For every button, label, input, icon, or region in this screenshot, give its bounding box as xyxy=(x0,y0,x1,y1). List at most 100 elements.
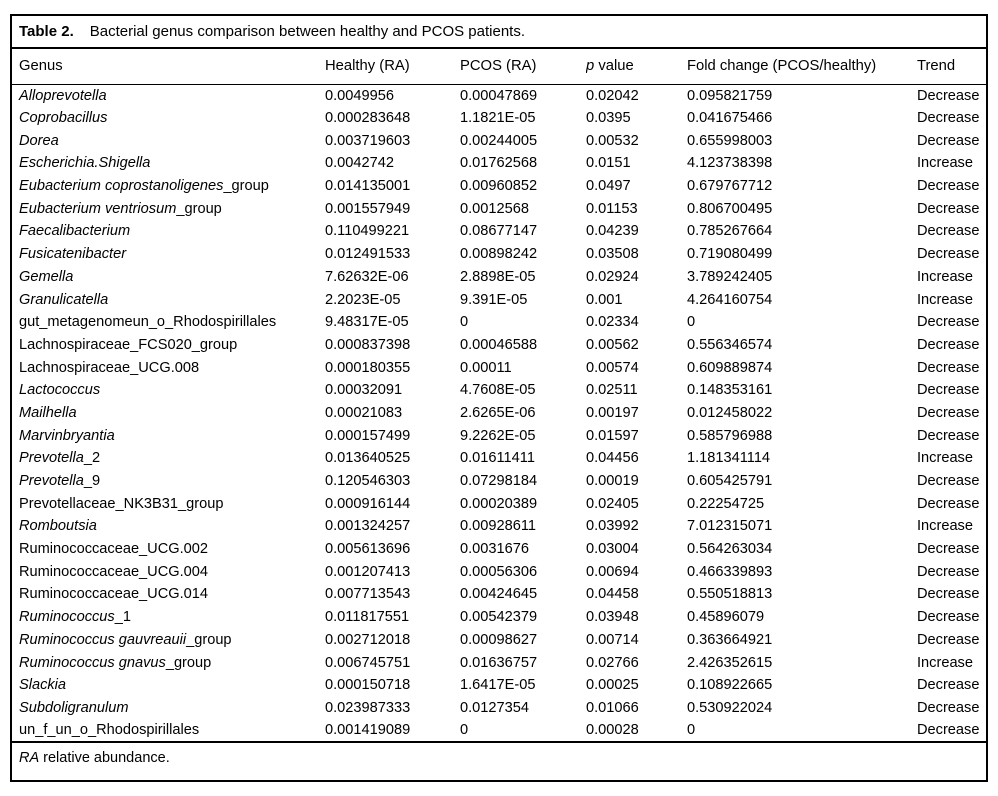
genus-name-roman: _group xyxy=(165,654,212,671)
healthy-ra-cell: 0.001557949 xyxy=(325,200,411,217)
p-value-cell: 0.0151 xyxy=(586,155,631,172)
p-value-cell: 0.02405 xyxy=(586,495,639,512)
table-row: Eubacterium coprostanoligenes_group 0.01… xyxy=(12,175,986,198)
healthy-ra-cell: 7.62632E-06 xyxy=(325,268,409,285)
p-value-cell: 0.0497 xyxy=(586,178,631,195)
trend-cell: Decrease xyxy=(917,609,980,626)
table-title: Table 2. Bacterial genus comparison betw… xyxy=(12,16,986,49)
genus-name-roman: Lachnospiraceae_UCG.008 xyxy=(19,359,200,376)
table-row: un_f_un_o_Rhodospirillales 0.001419089 0… xyxy=(12,719,986,742)
fold-change-cell: 0.564263034 xyxy=(687,541,773,558)
genus-cell: un_f_un_o_Rhodospirillales xyxy=(12,719,325,742)
genus-cell: Prevotellaceae_NK3B31_group xyxy=(12,492,325,515)
pcos-ra-cell: 0.01762568 xyxy=(460,155,538,172)
table-row: Prevotellaceae_NK3B31_group 0.000916144 … xyxy=(12,492,986,515)
genus-name-italic: Ruminococcus xyxy=(19,609,115,626)
table-label: Table 2. xyxy=(19,23,74,40)
table-row: gut_metagenomeun_o_Rhodospirillales 9.48… xyxy=(12,311,986,334)
healthy-ra-cell: 0.0042742 xyxy=(325,155,394,172)
healthy-ra-cell: 0.023987333 xyxy=(325,699,411,716)
table-caption: Bacterial genus comparison between healt… xyxy=(89,23,526,40)
p-value-cell: 0.04239 xyxy=(586,223,639,240)
genus-name-italic: Eubacterium ventriosum xyxy=(19,200,177,217)
table-row: Ruminococcus_1 0.011817551 0.00542379 0.… xyxy=(12,606,986,629)
footnote-text: relative abundance. xyxy=(43,749,170,766)
genus-name-italic: Slackia xyxy=(19,677,67,694)
pcos-ra-cell: 0.00928611 xyxy=(460,518,537,535)
pcos-ra-cell: 0.00898242 xyxy=(460,246,538,263)
genus-name-italic: Faecalibacterium xyxy=(19,223,131,240)
fold-change-cell: 0.22254725 xyxy=(687,495,765,512)
fold-change-cell: 0.556346574 xyxy=(687,336,773,353)
healthy-ra-cell: 0.000157499 xyxy=(325,427,411,444)
pcos-ra-cell: 0.01611411 xyxy=(460,450,535,467)
table-row: Gemella 7.62632E-06 2.8898E-05 0.02924 3… xyxy=(12,266,986,289)
header-row: Genus Healthy (RA) PCOS (RA) p value Fol… xyxy=(12,49,986,85)
trend-cell: Decrease xyxy=(917,473,980,490)
genus-cell: Ruminococcaceae_UCG.004 xyxy=(12,560,325,583)
healthy-ra-cell: 0.001419089 xyxy=(325,722,411,739)
p-value-cell: 0.03004 xyxy=(586,541,639,558)
p-value-cell: 0.03508 xyxy=(586,246,639,263)
genus-cell: Gemella xyxy=(12,266,325,289)
p-value-cell: 0.00714 xyxy=(586,631,639,648)
trend-cell: Decrease xyxy=(917,110,980,127)
fold-change-cell: 0.585796988 xyxy=(687,427,773,444)
genus-cell: Marvinbryantia xyxy=(12,424,325,447)
pcos-ra-cell: 0.00542379 xyxy=(460,609,538,626)
genus-cell: Prevotella_9 xyxy=(12,470,325,493)
table-row: Ruminococcaceae_UCG.014 0.007713543 0.00… xyxy=(12,583,986,606)
p-value-cell: 0.02042 xyxy=(586,87,639,104)
fold-change-cell: 0 xyxy=(687,314,696,331)
healthy-ra-cell: 0.000150718 xyxy=(325,677,411,694)
fold-change-cell: 0.45896079 xyxy=(687,609,765,626)
trend-cell: Decrease xyxy=(917,427,980,444)
pcos-ra-cell: 0.00244005 xyxy=(460,132,538,149)
trend-cell: Decrease xyxy=(917,495,980,512)
trend-cell: Decrease xyxy=(917,178,980,195)
p-value-cell: 0.00574 xyxy=(586,359,639,376)
fold-change-cell: 0.609889874 xyxy=(687,359,773,376)
pcos-ra-cell: 0.0127354 xyxy=(460,699,529,716)
genus-cell: Ruminococcus gauvreauii_group xyxy=(12,629,325,652)
p-value-cell: 0.03948 xyxy=(586,609,639,626)
genus-cell: Dorea xyxy=(12,129,325,152)
table-row: Ruminococcus gauvreauii_group 0.00271201… xyxy=(12,629,986,652)
table-row: Eubacterium ventriosum_group 0.001557949… xyxy=(12,197,986,220)
genus-name-roman: Ruminococcaceae_UCG.014 xyxy=(19,586,209,603)
trend-cell: Decrease xyxy=(917,359,980,376)
fold-change-cell: 3.789242405 xyxy=(687,268,773,285)
genus-cell: Eubacterium ventriosum_group xyxy=(12,197,325,220)
trend-cell: Increase xyxy=(917,268,973,285)
genus-cell: Lactococcus xyxy=(12,379,325,402)
healthy-ra-cell: 0.014135001 xyxy=(325,178,411,195)
genus-name-roman: _group xyxy=(186,631,232,648)
healthy-ra-cell: 0.006745751 xyxy=(325,654,411,671)
p-value-cell: 0.001 xyxy=(586,291,623,308)
trend-cell: Decrease xyxy=(917,314,980,331)
genus-name-italic: Mailhella xyxy=(19,404,77,421)
footnote-abbreviation: RA xyxy=(19,749,40,766)
healthy-ra-cell: 0.011817551 xyxy=(325,609,410,626)
genus-cell: Ruminococcaceae_UCG.002 xyxy=(12,538,325,561)
pcos-ra-cell: 1.6417E-05 xyxy=(460,677,536,694)
column-header-healthy-ra: Healthy (RA) xyxy=(325,49,460,85)
pcos-ra-cell: 0.00056306 xyxy=(460,563,538,580)
p-value-cell: 0.01597 xyxy=(586,427,639,444)
trend-cell: Decrease xyxy=(917,382,980,399)
pcos-ra-cell: 0.00046588 xyxy=(460,336,538,353)
table-row: Coprobacillus 0.000283648 1.1821E-05 0.0… xyxy=(12,107,986,130)
table-row: Lachnospiraceae_FCS020_group 0.000837398… xyxy=(12,334,986,357)
genus-name-italic: Subdoligranulum xyxy=(19,699,129,716)
genus-cell: Lachnospiraceae_UCG.008 xyxy=(12,356,325,379)
genus-cell: Ruminococcus_1 xyxy=(12,606,325,629)
table-row: Lachnospiraceae_UCG.008 0.000180355 0.00… xyxy=(12,356,986,379)
table-header: Genus Healthy (RA) PCOS (RA) p value Fol… xyxy=(12,49,986,85)
p-value-cell: 0.03992 xyxy=(586,518,639,535)
fold-change-cell: 0.041675466 xyxy=(687,110,773,127)
table-row: Prevotella_9 0.120546303 0.07298184 0.00… xyxy=(12,470,986,493)
pcos-ra-cell: 0 xyxy=(460,314,469,331)
genus-name-italic: Dorea xyxy=(19,132,59,149)
pcos-ra-cell: 9.2262E-05 xyxy=(460,427,536,444)
genus-name-italic: Granulicatella xyxy=(19,291,109,308)
